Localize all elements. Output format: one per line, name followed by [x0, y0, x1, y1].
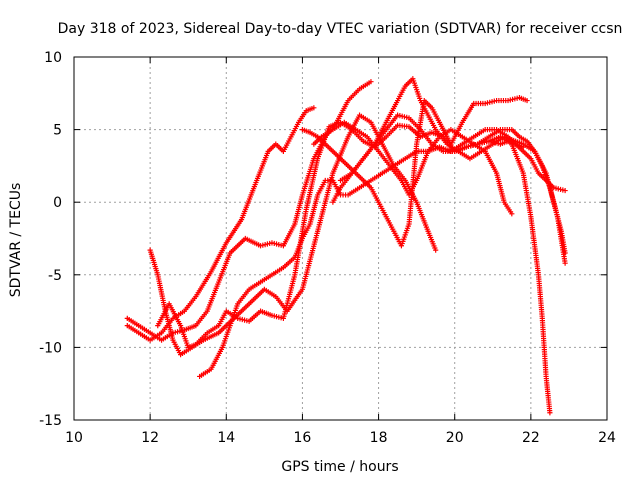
x-tick-label: 18 [370, 430, 388, 446]
series-track-5 [197, 127, 568, 380]
x-tick-label: 14 [217, 430, 235, 446]
y-tick-label: 0 [53, 195, 62, 211]
data-point [562, 187, 568, 194]
x-axis-label: GPS time / hours [281, 459, 398, 475]
plot-frame [73, 56, 608, 421]
y-tick-labels: 10 5 0 -5 -10 -15 [39, 50, 62, 429]
x-tick-label: 16 [294, 430, 312, 446]
y-tick-label: -10 [39, 340, 62, 356]
x-tick-labels: 10 12 14 16 18 20 22 24 [65, 430, 616, 446]
data-point [509, 211, 515, 217]
y-axis-label: SDTVAR / TECUs [8, 183, 24, 298]
axis-ticks [73, 56, 608, 421]
series-track-4 [155, 119, 568, 350]
data-point [368, 79, 374, 85]
series-track-9 [299, 95, 530, 249]
data-point [524, 97, 530, 104]
data-points [124, 76, 568, 416]
series-track-1 [124, 105, 317, 343]
grid-lines [74, 57, 607, 420]
y-tick-label: 10 [44, 50, 62, 66]
data-point [562, 260, 568, 266]
x-tick-label: 10 [65, 430, 83, 446]
x-tick-label: 22 [522, 430, 540, 446]
x-tick-label: 24 [598, 430, 616, 446]
series-track-10 [452, 127, 568, 256]
data-point [311, 105, 317, 111]
data-point [547, 410, 553, 416]
data-point [433, 247, 439, 253]
chart-title: Day 318 of 2023, Sidereal Day-to-day VTE… [58, 21, 623, 37]
data-point [562, 250, 568, 256]
x-tick-label: 20 [446, 430, 464, 446]
y-tick-label: 5 [53, 123, 62, 139]
data-point [520, 144, 526, 150]
x-tick-label: 12 [141, 430, 159, 446]
y-tick-label: -5 [48, 268, 62, 284]
y-tick-label: -15 [39, 413, 62, 429]
